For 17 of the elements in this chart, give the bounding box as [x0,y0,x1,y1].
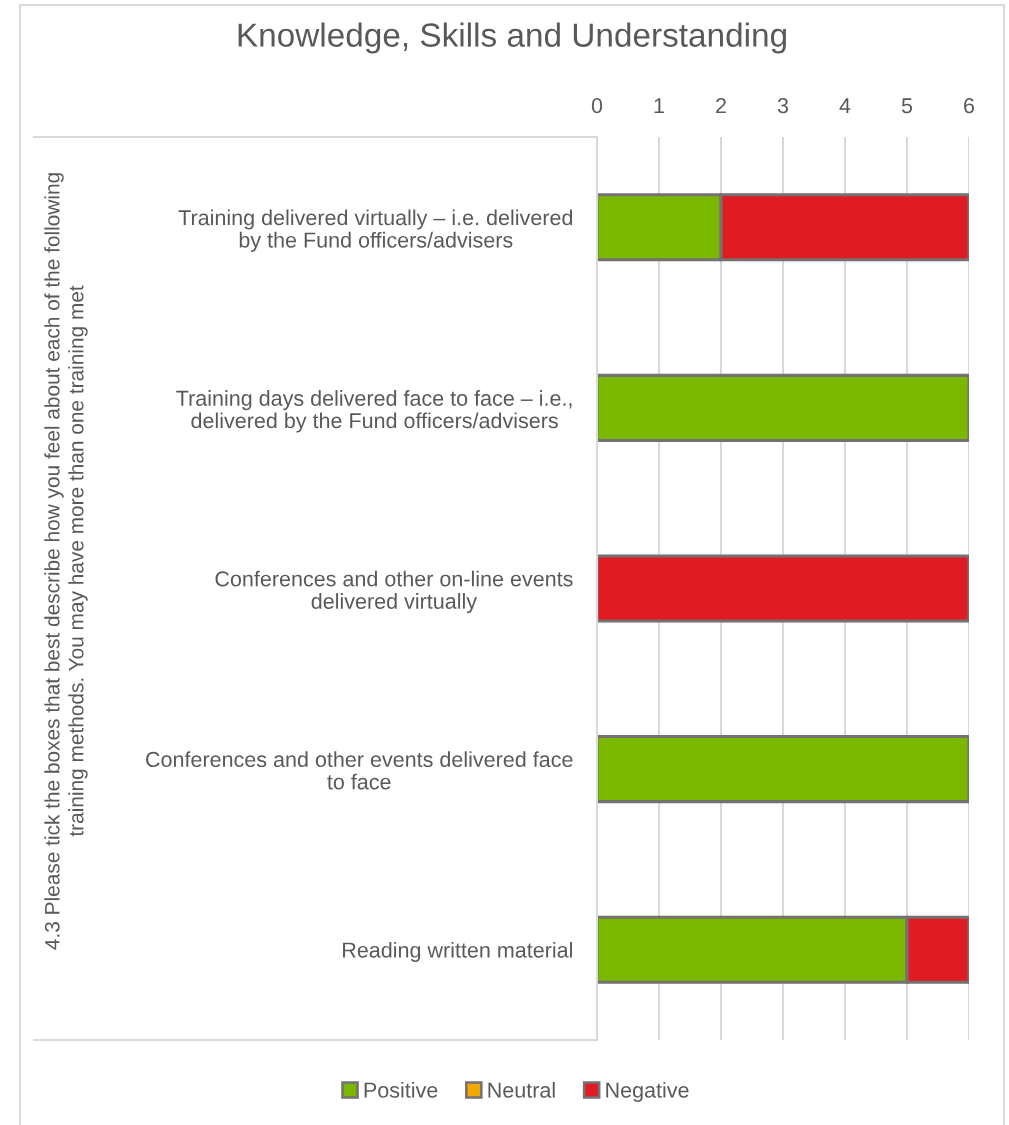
x-tick-label: 0 [591,98,603,114]
x-tick-label: 3 [777,98,789,114]
legend-label: Negative [606,1081,689,1103]
x-tick-label: 6 [964,98,975,114]
x-tick-label: 4 [839,98,851,114]
legend-label: Neutral [488,1081,555,1098]
x-tick-label: 2 [716,98,726,114]
y-tick-label: Training days delivered face to face – i.e., delivered by the Fund officers/advisers [176,390,572,433]
y-tick-label: Conferences and other on-line events delivered virtually [215,570,573,614]
y-tick-label: Reading written material [343,941,572,962]
chart-title: Knowledge, Skills and Understanding [238,22,786,54]
y-tick-label: Training delivered virtually – i.e. delivered by the Fund officers/advisers [178,209,573,252]
y-tick-label: Conferences and other events delivered face to face [146,751,573,790]
x-tick-label: 1 [654,98,664,114]
text: 4.3 Please tick the boxes that best describe how you feel about each of the following training methods. You may have more than one training met [44,173,88,950]
legend-label: Positive [364,1081,438,1098]
x-tick-label: 5 [901,98,913,114]
